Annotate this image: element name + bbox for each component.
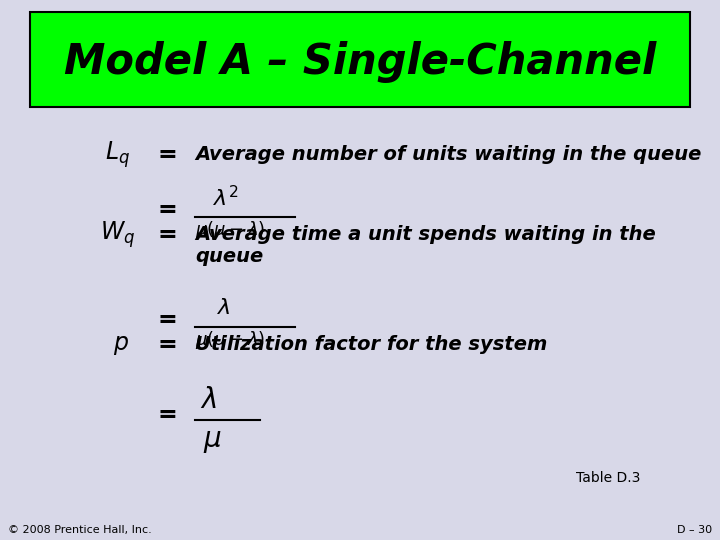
Text: $\mu(\mu-\lambda)$: $\mu(\mu-\lambda)$ [195, 329, 266, 351]
Text: =: = [158, 333, 178, 357]
Text: $p$: $p$ [113, 333, 129, 357]
Text: $\mu(\mu-\lambda)$: $\mu(\mu-\lambda)$ [195, 219, 266, 241]
Text: $\lambda$: $\lambda$ [217, 298, 231, 318]
Text: $\lambda$: $\lambda$ [200, 386, 217, 414]
Text: Average time a unit spends waiting in the: Average time a unit spends waiting in th… [195, 226, 656, 245]
Text: $W_q$: $W_q$ [100, 220, 135, 251]
Text: =: = [158, 403, 178, 427]
Text: =: = [158, 223, 178, 247]
Text: Table D.3: Table D.3 [575, 471, 640, 485]
Text: © 2008 Prentice Hall, Inc.: © 2008 Prentice Hall, Inc. [8, 525, 152, 535]
Text: Utilization factor for the system: Utilization factor for the system [195, 335, 547, 354]
Text: D – 30: D – 30 [677, 525, 712, 535]
Text: $\lambda^2$: $\lambda^2$ [213, 185, 239, 211]
Text: Average number of units waiting in the queue: Average number of units waiting in the q… [195, 145, 701, 165]
Text: =: = [158, 308, 178, 332]
Text: $\mu$: $\mu$ [203, 427, 222, 455]
Text: $L_q$: $L_q$ [105, 140, 130, 170]
Text: Model A – Single-Channel: Model A – Single-Channel [64, 41, 656, 83]
FancyBboxPatch shape [30, 12, 690, 107]
Text: =: = [158, 143, 178, 167]
Text: =: = [158, 198, 178, 222]
Text: queue: queue [195, 247, 264, 267]
